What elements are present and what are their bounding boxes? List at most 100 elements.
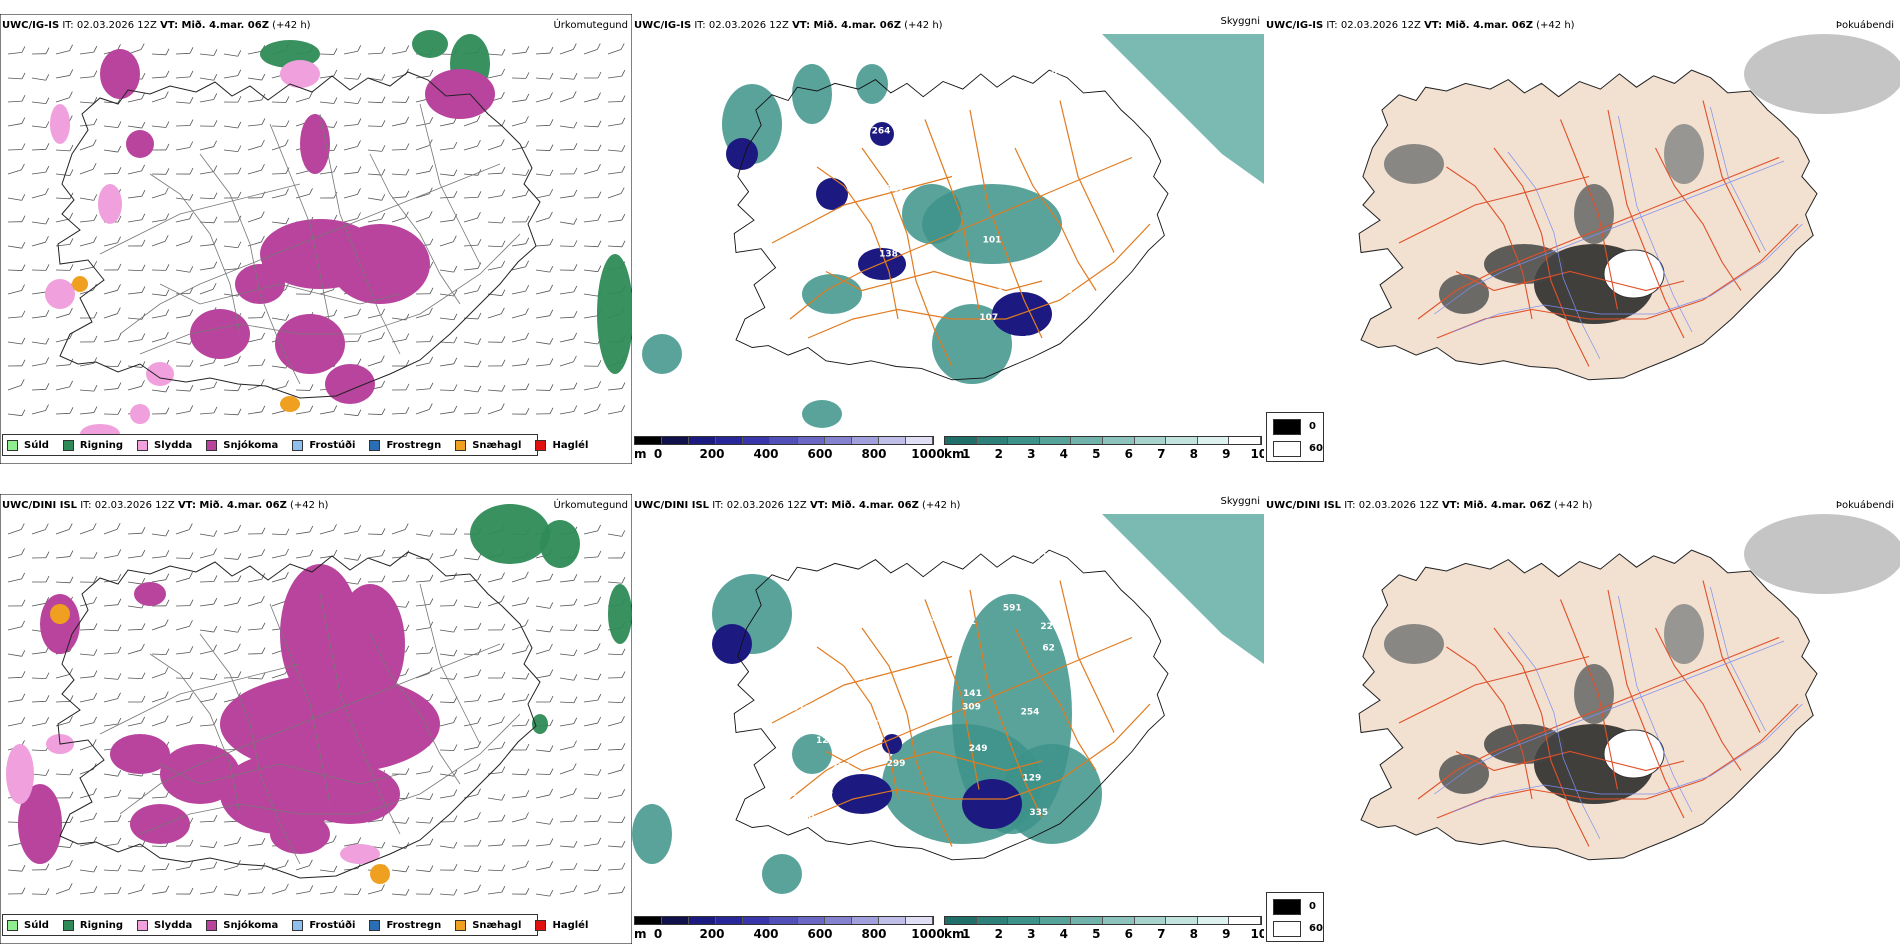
panel-header: UWC/DINI ISL IT: 02.03.2026 12Z VT: Mið.… <box>634 500 961 511</box>
panel-visibility-igis: UWC/IG-IS IT: 02.03.2026 12Z VT: Mið. 4.… <box>632 14 1264 464</box>
colorbar-tick-label: 4 <box>1059 447 1068 461</box>
legend-swatch <box>137 919 149 931</box>
fog-legend-low-label: 60 <box>1309 443 1323 454</box>
legend-item: Snæhagl <box>455 919 521 931</box>
fog-legend-low-swatch <box>1273 441 1301 457</box>
legend-label: Frostúði <box>309 439 356 451</box>
colorbar-strip <box>634 436 934 445</box>
visibility-value-label: 151 <box>957 617 976 627</box>
visibility-value-label: 131 <box>1033 395 1052 405</box>
panel-title: Þokuábendi <box>1835 500 1894 511</box>
colorbar-unit: km <box>944 447 965 461</box>
visibility-m-colorbar: m 0 200 400 600 800 1000 <box>634 436 945 461</box>
legend-item: Rigning <box>62 919 124 931</box>
visibility-value-label: 995 <box>912 627 931 637</box>
visibility-value-label: 362 <box>886 185 905 195</box>
legend-label: Rigning <box>79 439 124 451</box>
panel-visibility-dini: UWC/DINI ISL IT: 02.03.2026 12Z VT: Mið.… <box>632 494 1264 944</box>
panel-precip-type-dini: UWC/DINI ISL IT: 02.03.2026 12Z VT: Mið.… <box>0 494 632 944</box>
visibility-value-label: 141 <box>963 689 982 699</box>
legend-swatch <box>369 919 381 931</box>
colorbar-tick-label: 8 <box>1189 447 1198 461</box>
colorbar-tick-label: 6 <box>1124 927 1133 941</box>
legend-swatch <box>62 439 74 451</box>
visibility-value-label: 101 <box>983 236 1002 246</box>
legend-swatch <box>206 439 218 451</box>
colorbar-strip <box>944 916 1262 925</box>
colorbar-tick-label: 6 <box>1124 447 1133 461</box>
colorbar-unit: km <box>944 927 965 941</box>
colorbar-tick-label: 7 <box>1157 927 1166 941</box>
colorbar-tick-label: 600 <box>807 927 833 941</box>
legend-swatch <box>369 439 381 451</box>
panel-fog-indicator-igis: UWC/IG-IS IT: 02.03.2026 12Z VT: Mið. 4.… <box>1264 14 1900 464</box>
visibility-value-label: 138 <box>879 250 898 260</box>
colorbar-tick-label: 5 <box>1092 927 1101 941</box>
colorbar-tick-label: 1 <box>962 927 971 941</box>
colorbar-tick-label: 2 <box>994 927 1003 941</box>
legend-item: Frostregn <box>369 919 441 931</box>
panel-title: Úrkomutegund <box>553 500 628 511</box>
visibility-value-label: 116 <box>837 267 856 277</box>
visibility-value-label: 326 <box>930 613 949 623</box>
visibility-value-label: 335 <box>1029 808 1048 818</box>
legend-swatch <box>292 439 304 451</box>
legend-label: Snæhagl <box>472 439 522 451</box>
colorbar-tick-label: 9 <box>1222 447 1231 461</box>
visibility-value-label: 209 <box>779 163 798 173</box>
panel-header: UWC/IG-IS IT: 02.03.2026 12Z VT: Mið. 4.… <box>1266 20 1575 31</box>
fog-legend: 0 60 <box>1266 412 1324 462</box>
colorbar-tick-label: 1000 <box>911 447 945 461</box>
colorbar-tick-label: 10 <box>1250 447 1264 461</box>
legend-swatch <box>535 439 547 451</box>
visibility-value-label: 976 <box>721 555 740 565</box>
visibility-value-label: 43 <box>861 679 874 689</box>
visibility-value-label: 868 <box>740 809 759 819</box>
panel-header: UWC/DINI ISL IT: 02.03.2026 12Z VT: Mið.… <box>2 500 329 511</box>
visibility-value-label: 56 <box>820 557 833 567</box>
colorbar-tick-label: 7 <box>1157 447 1166 461</box>
visibility-value-label: 229 <box>1007 587 1026 597</box>
legend-label: Rigning <box>79 919 124 931</box>
legend-swatch <box>206 919 218 931</box>
visibility-value-label: 357 <box>779 794 798 804</box>
visibility-value-label: 110 <box>779 704 798 714</box>
fog-legend-high-swatch <box>1273 419 1301 435</box>
precip-type-map <box>0 494 632 944</box>
visibility-value-label: 133 <box>798 704 817 714</box>
legend-item: Haglél <box>535 439 588 451</box>
visibility-value-label: 591 <box>1003 603 1022 613</box>
colorbar-tick-label: 3 <box>1027 927 1036 941</box>
visibility-value-label: 133 <box>1011 391 1030 401</box>
legend-item: Snjókoma <box>206 439 279 451</box>
legend-label: Snjókoma <box>223 919 279 931</box>
fog-legend-low-swatch <box>1273 921 1301 937</box>
colorbar-unit: m <box>634 447 647 461</box>
visibility-value-label: 299 <box>887 759 906 769</box>
visibility-km-colorbar: km 1 2 3 4 5 6 7 8 9 10 <box>944 436 1264 461</box>
visibility-value-label: 68 <box>1060 286 1073 296</box>
visibility-m-colorbar: m 0 200 400 600 800 1000 <box>634 916 945 941</box>
panel-header: UWC/IG-IS IT: 02.03.2026 12Z VT: Mið. 4.… <box>634 20 943 31</box>
legend-item: Snjókoma <box>206 919 279 931</box>
legend-swatch <box>7 919 18 931</box>
visibility-map: 362 131 240 185 101 138 116 95 133 170 264 209 405 86… <box>642 34 1264 428</box>
fog-legend: 0 60 <box>1266 892 1324 942</box>
legend-label: Snjókoma <box>223 439 279 451</box>
colorbar-strip <box>944 436 1262 445</box>
visibility-value-label: 227 <box>1040 622 1059 632</box>
colorbar-tick-label: 9 <box>1222 927 1231 941</box>
colorbar-tick-label: 800 <box>861 927 887 941</box>
fog-legend-high-label: 0 <box>1309 421 1316 432</box>
panel-precip-type-igis: UWC/IG-IS IT: 02.03.2026 12Z VT: Mið. 4.… <box>0 14 632 464</box>
fog-indicator-map <box>1358 514 1900 861</box>
precip-type-legend: Súld Rigning Slydda Snjókoma Frostúði Frostre… <box>2 914 588 936</box>
colorbar-tick-label: 400 <box>753 447 779 461</box>
visibility-value-label: 180 <box>904 340 923 350</box>
legend-swatch <box>7 439 18 451</box>
visibility-value-label: 122 <box>816 736 835 746</box>
panel-title: Skyggni <box>1220 496 1260 507</box>
legend-swatch <box>455 919 467 931</box>
legend-item: Snæhagl <box>455 439 522 451</box>
panel-header: UWC/DINI ISL IT: 02.03.2026 12Z VT: Mið.… <box>1266 500 1593 511</box>
